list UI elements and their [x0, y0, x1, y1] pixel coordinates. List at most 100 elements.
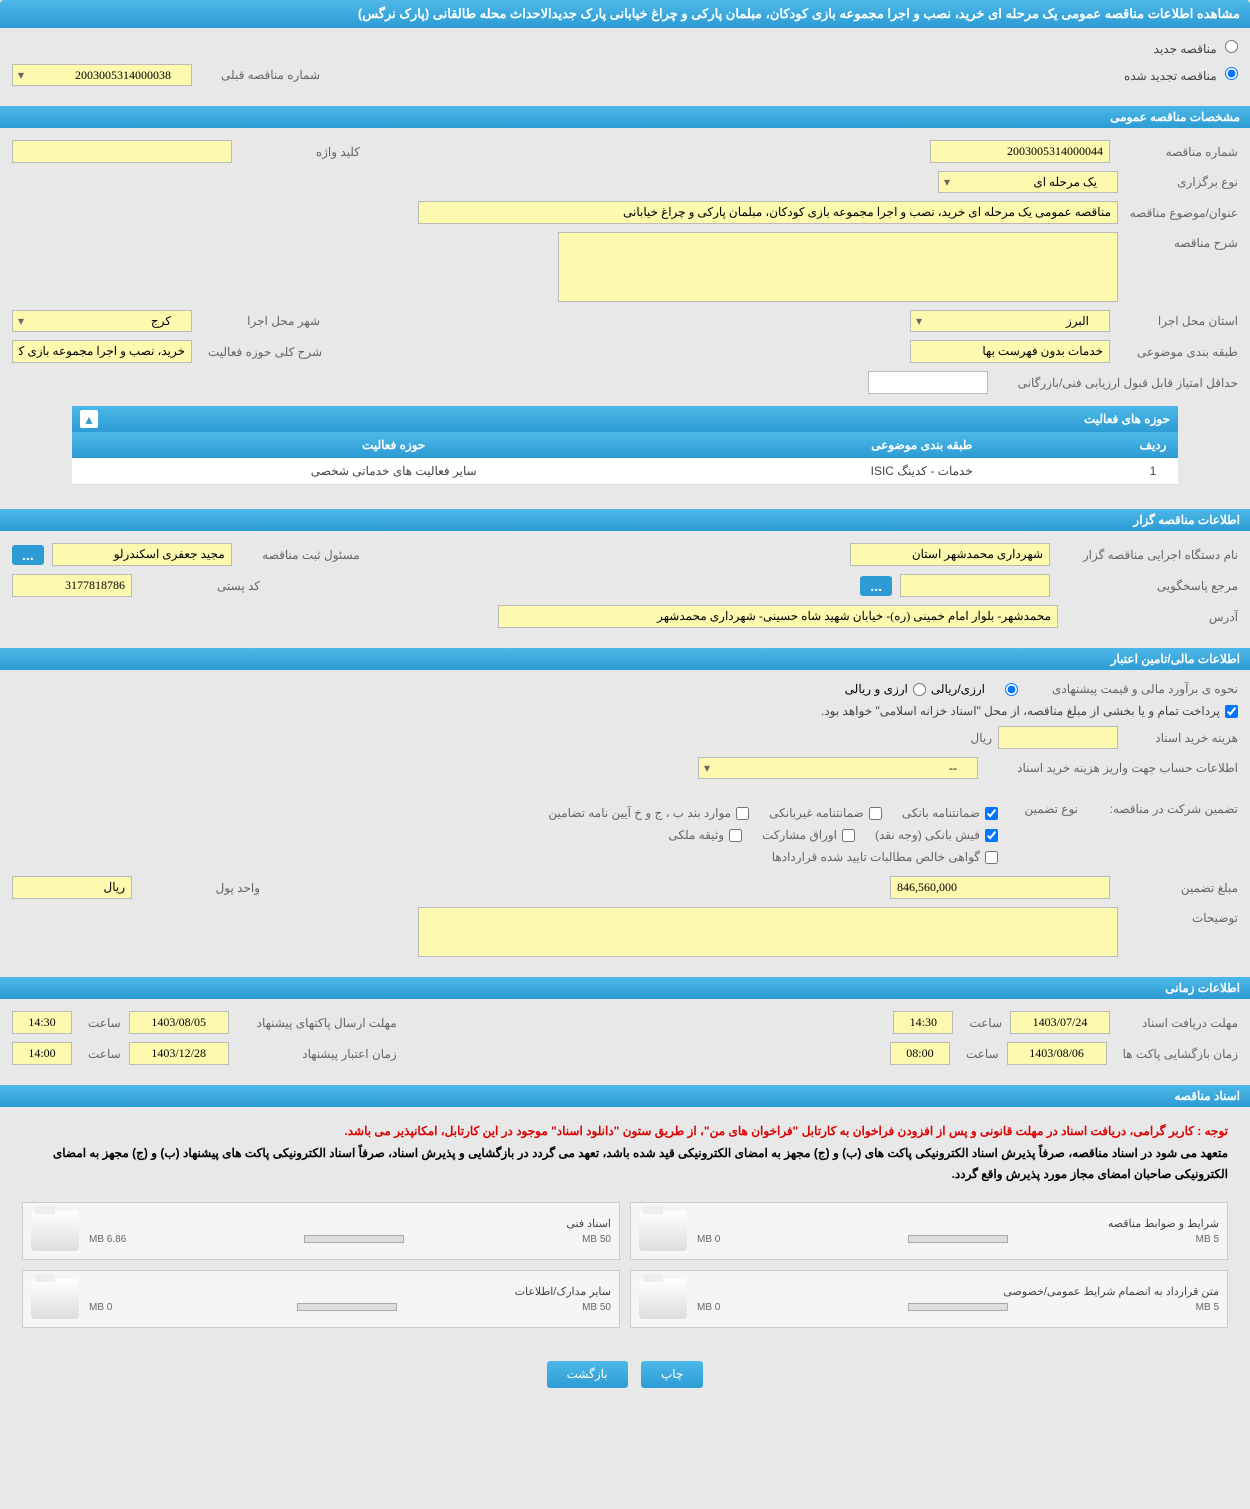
- cell-num: 1: [1128, 458, 1178, 485]
- file-total-3: 50 MB: [582, 1302, 611, 1313]
- exec-input[interactable]: [850, 543, 1050, 566]
- radio-currency[interactable]: [913, 683, 926, 696]
- number-input[interactable]: [930, 140, 1110, 163]
- notice-1: توجه : کاربر گرامی، دریافت اسناد در مهلت…: [22, 1121, 1228, 1143]
- postal-label: کد پستی: [140, 579, 260, 593]
- file-box-3[interactable]: سایر مدارک/اطلاعات 50 MB 0 MB: [22, 1270, 620, 1328]
- time-label-2: ساعت: [80, 1016, 121, 1030]
- cb-nonbank[interactable]: [869, 807, 882, 820]
- cb-bank[interactable]: [985, 807, 998, 820]
- file-used-0: 0 MB: [697, 1234, 720, 1245]
- keyword-label: کلید واژه: [240, 145, 360, 159]
- scope-input[interactable]: [12, 340, 192, 363]
- time-label-4: ساعت: [80, 1047, 121, 1061]
- cell-category: خدمات - کدینگ ISIC: [715, 458, 1128, 485]
- col-category: طبقه بندی موضوعی: [715, 432, 1128, 458]
- section-documents: اسناد مناقصه: [0, 1085, 1250, 1107]
- doc-deadline-date[interactable]: [1010, 1011, 1110, 1034]
- category-input[interactable]: [910, 340, 1110, 363]
- number-label: شماره مناقصه: [1118, 145, 1238, 159]
- file-used-1: 6.86 MB: [89, 1234, 126, 1245]
- packet-send-time[interactable]: [12, 1011, 72, 1034]
- validity-label: زمان اعتبار پیشنهاد: [237, 1047, 397, 1061]
- file-box-1[interactable]: اسناد فنی 50 MB 6.86 MB: [22, 1202, 620, 1260]
- account-select[interactable]: --: [698, 757, 978, 779]
- more-button[interactable]: ...: [12, 545, 44, 565]
- opening-label: زمان بازگشایی پاکت ها: [1115, 1047, 1238, 1061]
- payment-text: پرداخت تمام و یا بخشی از مبلغ مناقصه، از…: [821, 704, 1220, 718]
- opening-date[interactable]: [1007, 1042, 1107, 1065]
- label-new-tender: مناقصه جدید: [1154, 42, 1217, 56]
- packet-send-date[interactable]: [129, 1011, 229, 1034]
- cb-cash[interactable]: [985, 829, 998, 842]
- radio-renewed-tender[interactable]: [1225, 67, 1238, 80]
- type-select[interactable]: یک مرحله ای: [938, 171, 1118, 193]
- type-label: نوع برگزاری: [1118, 175, 1238, 189]
- file-box-2[interactable]: متن قرارداد به انضمام شرایط عمومی/خصوصی …: [630, 1270, 1228, 1328]
- postal-input[interactable]: [12, 574, 132, 597]
- print-button[interactable]: چاپ: [641, 1361, 703, 1388]
- file-title-3: سایر مدارک/اطلاعات: [89, 1285, 611, 1298]
- cb-receivables-label: گواهی خالص مطالبات تایید شده قراردادها: [772, 850, 980, 864]
- guarantee-type-label: نوع تضمین: [998, 802, 1078, 816]
- registrar-label: مسئول ثبت مناقصه: [240, 548, 360, 562]
- cb-securities[interactable]: [842, 829, 855, 842]
- validity-time[interactable]: [12, 1042, 72, 1065]
- opening-time[interactable]: [890, 1042, 950, 1065]
- account-label: اطلاعات حساب جهت واریز هزینه خرید اسناد: [978, 761, 1238, 775]
- time-label-3: ساعت: [958, 1047, 999, 1061]
- folder-icon: [639, 1211, 687, 1251]
- cb-other-label: موارد بند ب ، ج و خ آیین نامه تضامین: [548, 806, 731, 820]
- province-select[interactable]: البرز: [910, 310, 1110, 332]
- scope-label: شرح کلی حوزه فعالیت: [200, 345, 322, 359]
- currency-label: واحد پول: [140, 881, 260, 895]
- registrar-input[interactable]: [52, 543, 232, 566]
- validity-date[interactable]: [129, 1042, 229, 1065]
- collapse-button[interactable]: ▴: [80, 410, 98, 428]
- keyword-input[interactable]: [12, 140, 232, 163]
- cb-property[interactable]: [729, 829, 742, 842]
- subject-input[interactable]: [418, 201, 1118, 224]
- cb-other[interactable]: [736, 807, 749, 820]
- file-title-1: اسناد فنی: [89, 1217, 611, 1230]
- folder-icon: [31, 1211, 79, 1251]
- file-used-3: 0 MB: [89, 1302, 112, 1313]
- cb-property-label: وثیقه ملکی: [668, 828, 724, 842]
- currency-input[interactable]: [12, 876, 132, 899]
- label-currency: ارزی و ریالی: [845, 682, 908, 696]
- radio-rial[interactable]: [1005, 683, 1018, 696]
- minscore-input[interactable]: [868, 371, 988, 394]
- activities-table: ردیف طبقه بندی موضوعی حوزه فعالیت 1 خدما…: [72, 432, 1178, 485]
- prev-number-select[interactable]: 2003005314000038: [12, 64, 192, 86]
- responder-label: مرجع پاسخگویی: [1058, 579, 1238, 593]
- file-box-0[interactable]: شرایط و ضوابط مناقصه 5 MB 0 MB: [630, 1202, 1228, 1260]
- more-button-2[interactable]: ...: [860, 576, 892, 596]
- file-total-0: 5 MB: [1196, 1234, 1219, 1245]
- table-row: 1 خدمات - کدینگ ISIC سایر فعالیت های خدم…: [72, 458, 1178, 485]
- address-input[interactable]: [498, 605, 1058, 628]
- doc-deadline-label: مهلت دریافت اسناد: [1118, 1016, 1238, 1030]
- back-button[interactable]: بازگشت: [547, 1361, 628, 1388]
- radio-new-tender[interactable]: [1225, 40, 1238, 53]
- province-label: استان محل اجرا: [1118, 314, 1238, 328]
- label-renewed-tender: مناقصه تجدید شده: [1124, 69, 1217, 83]
- packet-send-label: مهلت ارسال پاکتهای پیشنهاد: [237, 1016, 397, 1030]
- time-label-1: ساعت: [961, 1016, 1002, 1030]
- doc-deadline-time[interactable]: [893, 1011, 953, 1034]
- section-timing: اطلاعات زمانی: [0, 977, 1250, 999]
- amount-input[interactable]: [890, 876, 1110, 899]
- checkbox-payment[interactable]: [1225, 705, 1238, 718]
- folder-icon: [639, 1279, 687, 1319]
- doc-cost-input[interactable]: [998, 726, 1118, 749]
- folder-icon: [31, 1279, 79, 1319]
- notes-textarea[interactable]: [418, 907, 1118, 957]
- col-row: ردیف: [1128, 432, 1178, 458]
- cb-receivables[interactable]: [985, 851, 998, 864]
- responder-input[interactable]: [900, 574, 1050, 597]
- desc-textarea[interactable]: [558, 232, 1118, 302]
- notes-label: توضیحات: [1118, 907, 1238, 925]
- city-select[interactable]: کرج: [12, 310, 192, 332]
- desc-label: شرح مناقصه: [1118, 232, 1238, 250]
- rial-unit: ریال: [970, 731, 992, 745]
- guarantee-label: تضمین شرکت در مناقصه:: [1078, 802, 1238, 816]
